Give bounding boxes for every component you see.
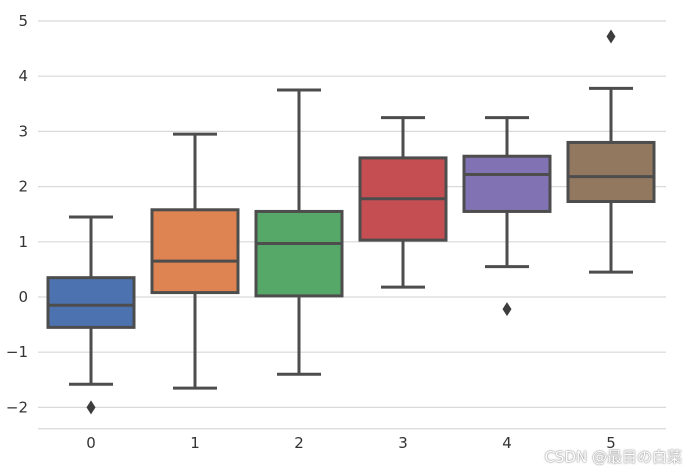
y-tick-label: 2 — [18, 178, 28, 196]
box-5 — [566, 29, 656, 274]
x-tick-label: 2 — [294, 434, 304, 452]
y-tick-label: 3 — [18, 122, 28, 140]
grid-lines — [38, 20, 666, 430]
boxes — [46, 29, 656, 415]
x-tick-label: 1 — [190, 434, 200, 452]
y-tick-label: −2 — [6, 398, 28, 416]
outlier-point — [502, 302, 512, 317]
box-body — [46, 276, 136, 329]
box-body — [150, 208, 240, 295]
x-tick-labels: 0 1 2 3 4 5 — [86, 434, 616, 452]
y-tick-label: −1 — [6, 343, 28, 361]
box-4 — [462, 116, 552, 317]
y-tick-label: 1 — [18, 233, 28, 251]
y-tick-label: 0 — [18, 288, 28, 306]
y-tick-labels: 5 4 3 2 1 0 −1 −2 — [6, 12, 28, 416]
y-tick-label: 5 — [18, 12, 28, 30]
box-body — [566, 140, 656, 204]
x-tick-label: 0 — [86, 434, 96, 452]
box-1 — [150, 132, 240, 390]
box-body — [462, 154, 552, 213]
watermark: CSDN @最目の白菜 — [544, 448, 682, 466]
outlier-point — [86, 400, 96, 415]
y-tick-label: 4 — [18, 67, 28, 85]
box-0 — [46, 215, 136, 415]
box-2 — [254, 88, 344, 376]
x-tick-label: 3 — [398, 434, 408, 452]
outlier-point — [606, 29, 616, 44]
box-3 — [358, 116, 448, 289]
x-tick-label: 5 — [606, 434, 616, 452]
x-tick-label: 4 — [502, 434, 512, 452]
box-body — [254, 209, 344, 298]
